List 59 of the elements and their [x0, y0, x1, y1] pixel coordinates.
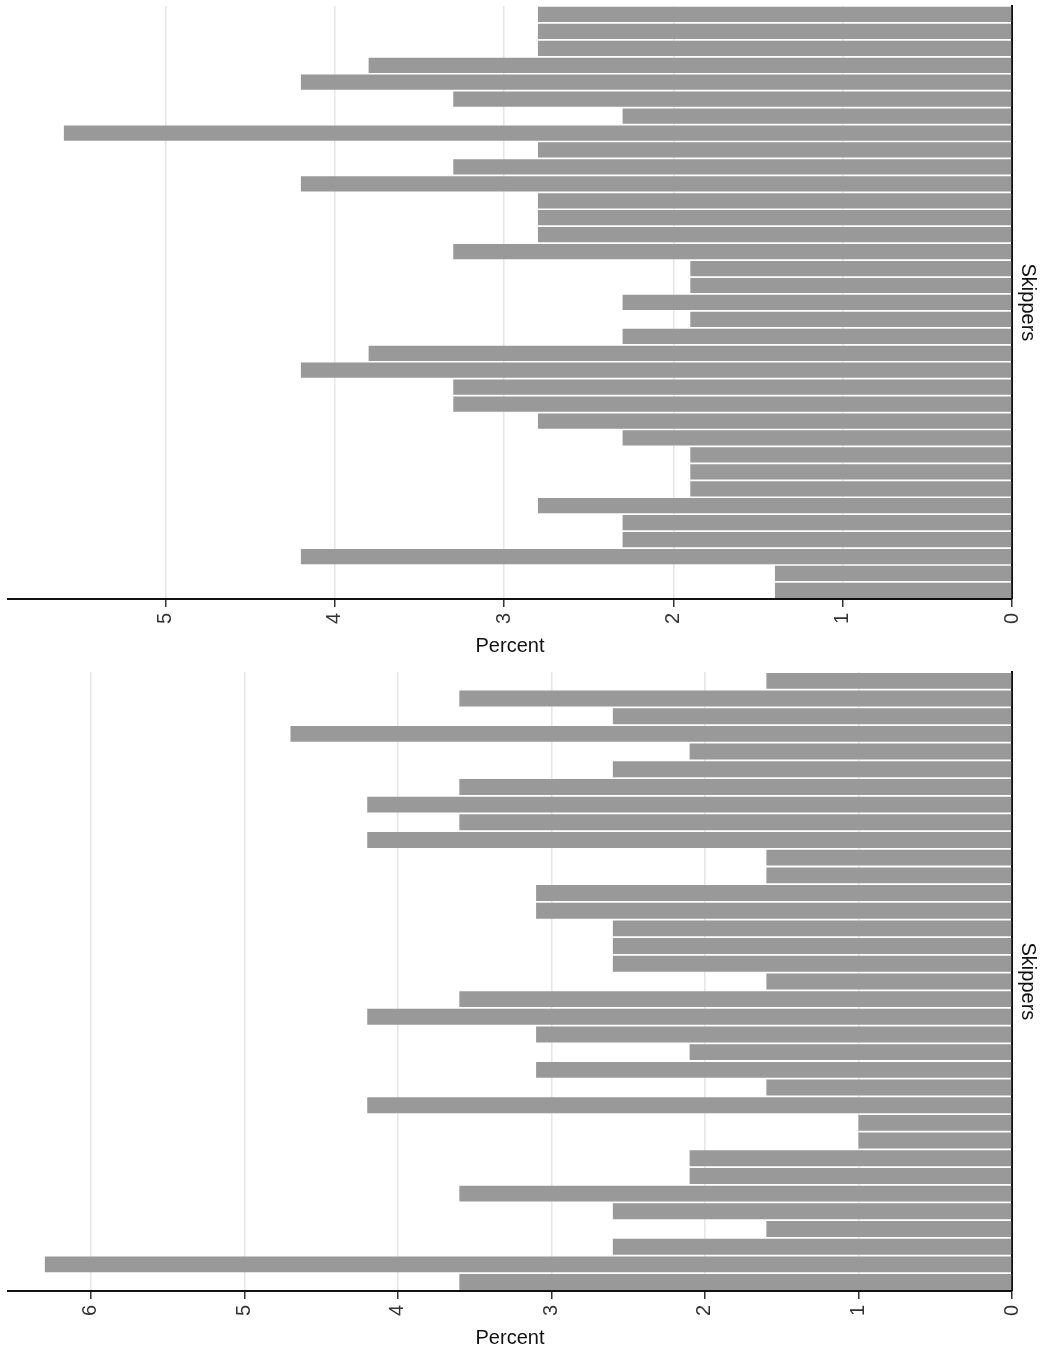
- bar: [622, 515, 1012, 531]
- bar: [689, 1044, 1012, 1061]
- bar: [537, 210, 1012, 226]
- bar: [766, 1079, 1012, 1096]
- bar: [367, 832, 1012, 848]
- bar: [766, 1221, 1012, 1237]
- bar: [612, 938, 1012, 955]
- bar: [459, 778, 1012, 795]
- x-tick-label: 4: [322, 612, 345, 624]
- x-tick-label: 5: [231, 1304, 254, 1316]
- bar: [622, 328, 1012, 344]
- x-axis-title: Percent: [475, 633, 545, 656]
- bar: [368, 57, 1012, 73]
- bar: [300, 362, 1012, 378]
- bar: [537, 227, 1012, 243]
- bar: [774, 582, 1012, 599]
- x-tick-label: 1: [846, 1304, 868, 1316]
- bar: [537, 40, 1012, 56]
- bar: [459, 690, 1012, 707]
- bar: [453, 244, 1012, 260]
- x-axis-title: Percent: [475, 1325, 545, 1348]
- y-axis-title: Skippers: [1018, 263, 1041, 342]
- x-tick-label: 0: [999, 612, 1022, 624]
- bar: [690, 260, 1012, 277]
- bar: [537, 6, 1012, 23]
- bar: [858, 1114, 1012, 1131]
- bar: [536, 1026, 1012, 1043]
- x-tick-label: 2: [660, 612, 683, 624]
- bar: [690, 481, 1012, 497]
- x-tick-label: 3: [491, 612, 514, 624]
- bar: [537, 498, 1012, 514]
- bar: [367, 1008, 1012, 1025]
- bar: [300, 548, 1012, 565]
- x-tick-label: 1: [830, 612, 853, 624]
- y-axis-title: Skippers: [1018, 942, 1041, 1021]
- bar: [774, 565, 1012, 582]
- x-tick-label: 0: [999, 1304, 1022, 1316]
- bar: [367, 1097, 1012, 1114]
- bar: [537, 23, 1012, 40]
- bar: [459, 991, 1012, 1008]
- x-tick-label: 4: [385, 1304, 408, 1316]
- bar: [622, 531, 1012, 548]
- x-tick-label: 2: [692, 1304, 715, 1316]
- bar: [622, 294, 1012, 311]
- bar: [536, 885, 1012, 901]
- bar: [290, 725, 1012, 742]
- x-tick-label: 6: [78, 1304, 101, 1316]
- bar: [690, 277, 1012, 294]
- bar: [537, 193, 1012, 209]
- bar: [536, 1061, 1012, 1078]
- bar: [689, 1167, 1012, 1184]
- bar: [300, 74, 1012, 90]
- x-tick-label: 3: [538, 1304, 561, 1316]
- bar: [690, 311, 1012, 327]
- bar: [368, 345, 1012, 361]
- bar: [612, 708, 1012, 725]
- x-tick-label: 5: [152, 612, 175, 624]
- bar: [459, 1274, 1012, 1290]
- bar: [766, 672, 1012, 689]
